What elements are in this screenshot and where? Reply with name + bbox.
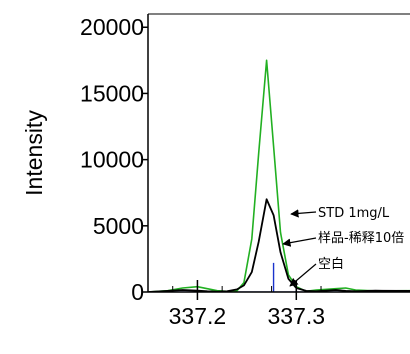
y-tick-label: 0 [131,279,144,305]
annotation-arrow [289,263,317,287]
annotation-arrow [290,209,317,218]
series-layer [148,59,410,292]
annotation-label: STD 1mg/L [318,206,390,221]
y-tick-label: 10000 [80,147,144,173]
y-axis-title: Intensity [21,110,47,196]
x-tick-label: 337.3 [268,303,326,329]
y-tick-label: 5000 [93,213,144,239]
plot-frame [147,13,410,292]
axis-layer: 0 5000 10000 15000 20000 337.2 337.3 [80,14,410,329]
y-tick-label: 15000 [80,80,144,106]
annotation-arrow [282,237,317,247]
x-tick-label: 337.2 [169,303,227,329]
y-tick-label: 20000 [80,14,144,40]
series-line-STD 1mg/L [148,59,410,292]
annotation-label: 样品-稀释10倍 [318,231,404,246]
series-line-样品-稀释10倍 [148,198,410,292]
annotation-label: 空白 [318,256,344,272]
